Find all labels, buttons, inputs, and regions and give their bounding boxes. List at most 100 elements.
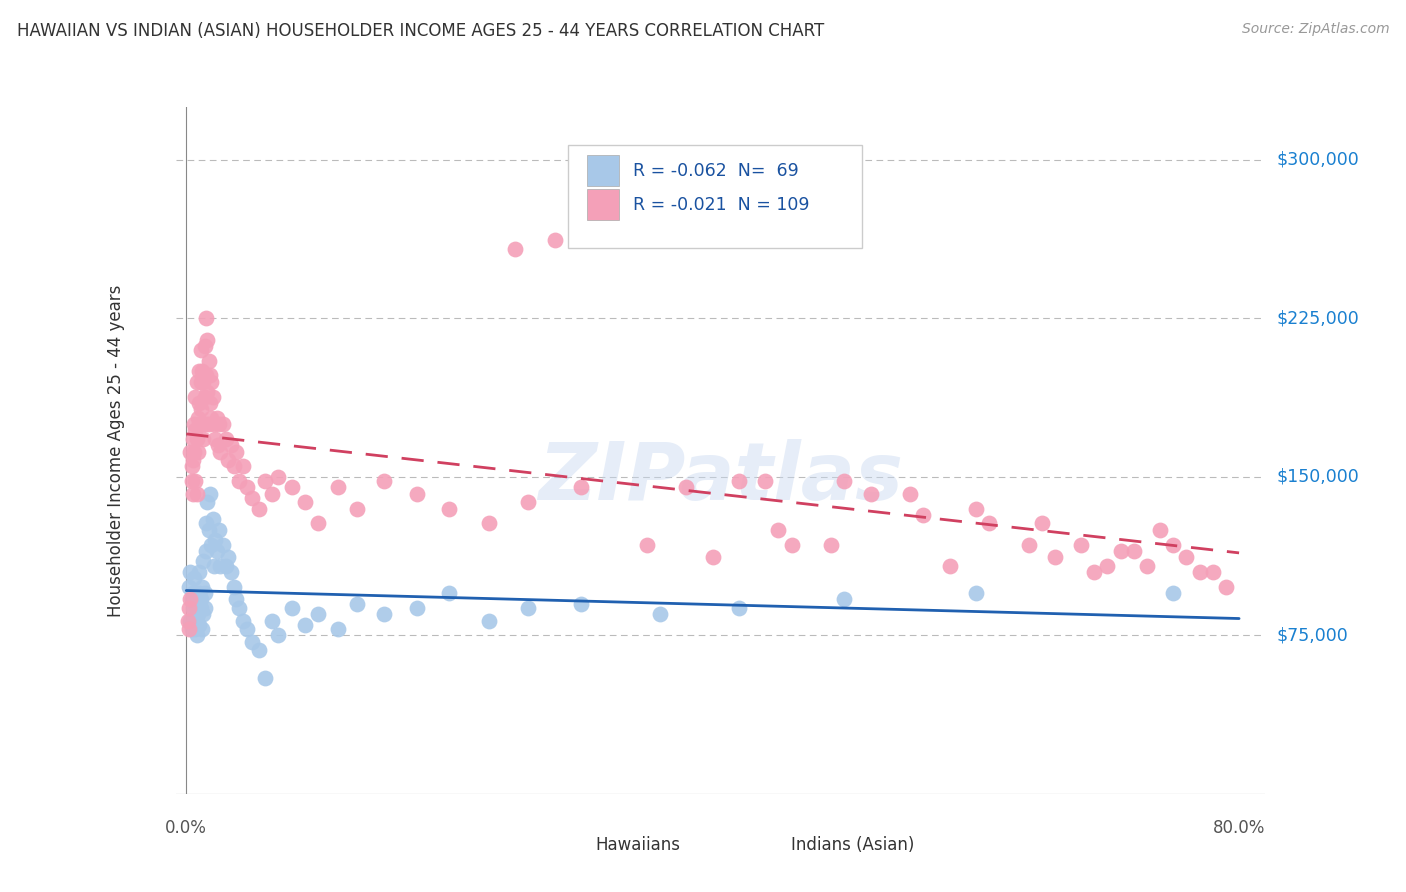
FancyBboxPatch shape (754, 833, 783, 859)
Point (193, 607, 215, 622)
Point (1215, 580, 1237, 594)
Point (183, 614, 205, 628)
Point (195, 417, 218, 431)
Point (187, 607, 209, 622)
Point (190, 402, 212, 417)
Point (193, 375, 215, 389)
Point (240, 634, 263, 648)
Point (187, 592, 209, 607)
Point (217, 550, 239, 565)
Point (280, 601, 302, 615)
Point (177, 601, 200, 615)
Point (200, 410, 222, 425)
Point (780, 537, 803, 551)
Point (219, 438, 242, 452)
Point (517, 601, 540, 615)
Point (517, 495, 540, 509)
Point (208, 523, 231, 537)
Point (195, 516, 218, 531)
Point (180, 474, 202, 488)
Point (768, 523, 790, 537)
Point (247, 643, 270, 657)
Point (1175, 550, 1198, 565)
Point (326, 622, 349, 636)
Point (190, 601, 212, 615)
Point (232, 459, 254, 474)
Point (1161, 537, 1184, 551)
Point (180, 622, 202, 636)
Point (198, 487, 221, 501)
Point (195, 333, 218, 347)
Point (1097, 558, 1119, 573)
Point (1109, 544, 1132, 558)
Point (195, 544, 218, 558)
Point (1031, 516, 1053, 531)
Point (207, 438, 229, 452)
Point (209, 558, 232, 573)
Point (200, 375, 222, 389)
Point (326, 480, 349, 494)
Point (191, 417, 214, 431)
Point (938, 558, 960, 573)
Point (186, 432, 208, 446)
Point (181, 453, 204, 467)
Point (1070, 537, 1092, 551)
Point (439, 586, 461, 600)
Point (183, 417, 205, 431)
Point (977, 516, 1000, 531)
Point (544, 233, 567, 247)
Point (186, 375, 208, 389)
Point (184, 622, 207, 636)
Point (1161, 586, 1184, 600)
Point (503, 242, 526, 256)
Text: Indians (Asian): Indians (Asian) (792, 837, 915, 855)
Point (215, 432, 238, 446)
Point (179, 614, 201, 628)
Point (405, 487, 427, 501)
Point (215, 558, 238, 573)
Point (184, 474, 207, 488)
Point (183, 444, 205, 458)
Point (254, 671, 277, 685)
Point (184, 586, 207, 600)
Point (194, 586, 217, 600)
Point (181, 432, 204, 446)
Point (240, 491, 263, 505)
Point (201, 390, 224, 404)
Point (191, 622, 214, 636)
Point (193, 432, 215, 446)
Point (965, 501, 987, 516)
Point (190, 592, 212, 607)
Point (754, 474, 776, 488)
Point (636, 220, 658, 235)
Point (219, 565, 242, 579)
Text: Source: ZipAtlas.com: Source: ZipAtlas.com (1241, 22, 1389, 37)
Point (1083, 565, 1105, 579)
Point (188, 396, 211, 410)
Point (188, 617, 211, 632)
Point (1188, 565, 1211, 579)
Point (1202, 565, 1225, 579)
Point (194, 601, 217, 615)
Point (197, 353, 219, 368)
Text: ZIPatlas: ZIPatlas (538, 439, 903, 517)
Point (222, 459, 245, 474)
Point (205, 410, 228, 425)
Point (186, 628, 208, 642)
FancyBboxPatch shape (557, 833, 588, 859)
Point (212, 537, 235, 551)
Point (232, 614, 254, 628)
Point (198, 396, 221, 410)
Point (195, 495, 218, 509)
Point (197, 523, 219, 537)
Point (373, 607, 395, 622)
Point (596, 195, 619, 210)
Point (636, 537, 658, 551)
Point (1122, 544, 1144, 558)
Point (675, 480, 697, 494)
Point (294, 495, 316, 509)
Point (217, 453, 239, 467)
Point (201, 512, 224, 526)
Point (898, 487, 921, 501)
Point (247, 501, 270, 516)
